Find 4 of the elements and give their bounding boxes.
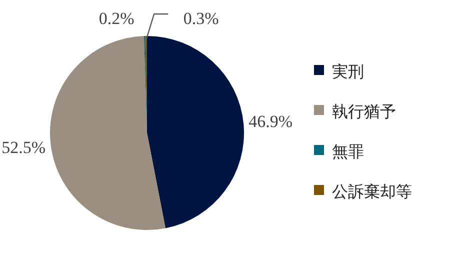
legend-label: 無罪 xyxy=(332,142,364,161)
legend-label: 公訴棄却等 xyxy=(332,182,412,201)
legend-label: 実刑 xyxy=(332,62,364,81)
legend-label: 執行猶予 xyxy=(332,102,396,121)
